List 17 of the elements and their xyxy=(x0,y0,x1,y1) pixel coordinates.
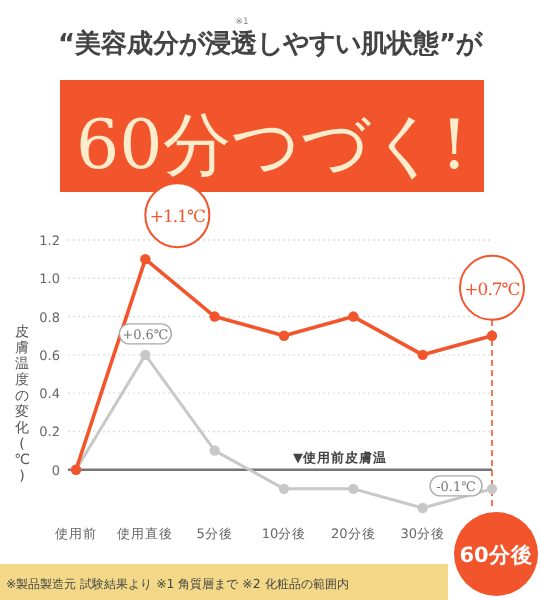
point xyxy=(348,311,359,322)
point xyxy=(140,253,151,265)
point xyxy=(486,330,498,341)
point xyxy=(140,349,151,361)
annotation: +0.7℃ xyxy=(464,280,520,301)
point xyxy=(417,502,428,514)
point xyxy=(417,349,428,361)
annotation: +1.1℃ xyxy=(149,208,205,229)
point xyxy=(278,330,290,341)
point xyxy=(209,311,220,322)
x-tick-label: 60分後 xyxy=(459,542,533,568)
chart-subtitle: 60分つづく! xyxy=(76,106,468,186)
point xyxy=(209,445,220,456)
point xyxy=(348,483,359,495)
point xyxy=(486,483,498,495)
chart-title: “美容成分が浸透しやすい肌状態”が xyxy=(57,28,485,60)
point xyxy=(278,483,290,495)
